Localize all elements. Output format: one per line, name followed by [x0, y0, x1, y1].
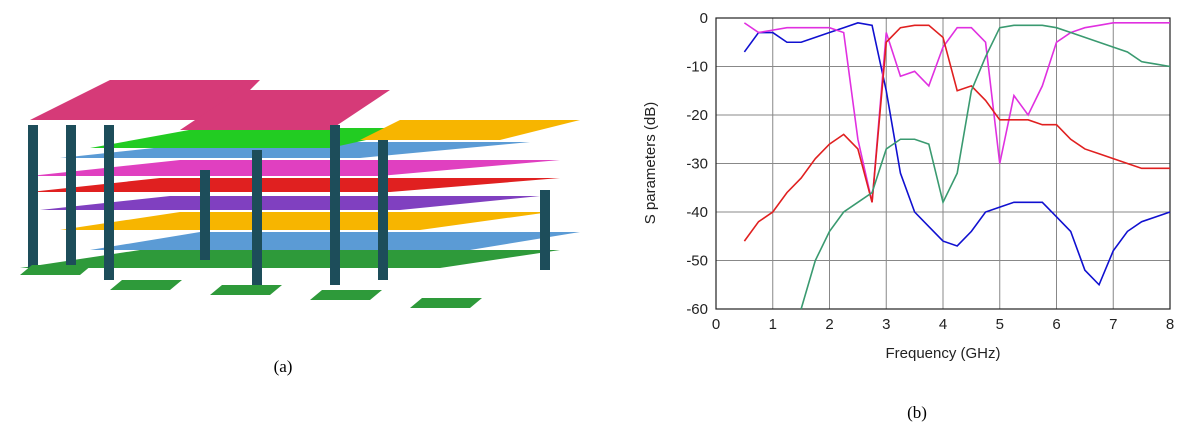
x-tick-label: 4 [939, 316, 947, 333]
panel-caption: (a) [274, 357, 293, 376]
series-line [743, 22, 1171, 287]
y-axis-label: S parameters (dB) [642, 102, 659, 225]
series-line [743, 24, 1170, 242]
plot-frame [715, 17, 1171, 310]
series-line [800, 24, 1171, 310]
layer-render [20, 80, 580, 308]
x-axis-label: Frequency (GHz) [885, 345, 1000, 362]
y-tick-label: -10 [686, 59, 708, 76]
y-tick-label: -60 [686, 301, 708, 318]
series-line [743, 22, 1170, 203]
x-tick-label: 8 [1166, 316, 1174, 333]
y-tick-label: -30 [686, 156, 708, 173]
x-tick-label: 0 [712, 316, 720, 333]
x-tick-label: 1 [769, 316, 777, 333]
x-tick-label: 2 [825, 316, 833, 333]
x-tick-label: 3 [882, 316, 890, 333]
x-tick-label: 6 [1052, 316, 1060, 333]
x-tick-label: 7 [1109, 316, 1117, 333]
y-tick-label: -20 [686, 107, 708, 124]
y-tick-label: -40 [686, 204, 708, 221]
y-tick-label: -50 [686, 253, 708, 270]
x-tick-label: 5 [996, 316, 1004, 333]
y-tick-label: 0 [700, 10, 708, 27]
panel-caption: (b) [907, 403, 927, 422]
